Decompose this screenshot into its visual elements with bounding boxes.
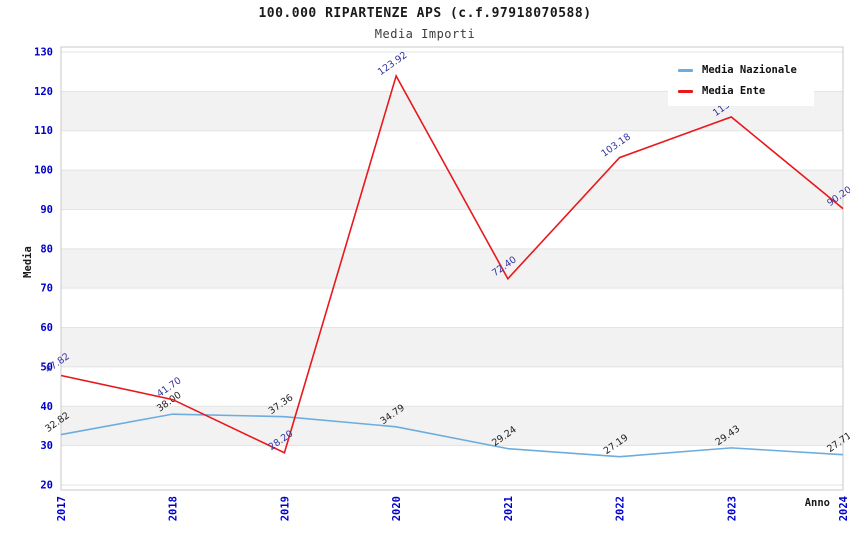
legend-label-media-nazionale: Media Nazionale (702, 64, 797, 76)
point-label: 123.92 (376, 50, 410, 78)
y-tick-label: 30 (40, 440, 53, 452)
chart-title: 100.000 RIPARTENZE APS (c.f.97918070588) (258, 6, 592, 21)
y-tick-label: 70 (40, 283, 53, 295)
y-tick-label: 120 (34, 86, 53, 98)
x-tick-label: 2024 (838, 496, 850, 521)
y-tick-label: 60 (40, 322, 53, 334)
y-axis-title: Media (22, 246, 34, 278)
x-tick-label: 2019 (279, 496, 291, 521)
y-tick-label: 90 (40, 204, 53, 216)
x-tick-label: 2023 (726, 496, 738, 521)
x-tick-label: 2022 (615, 496, 627, 521)
plot-band (61, 248, 843, 289)
y-tick-label: 20 (40, 480, 53, 492)
y-tick-label: 50 (40, 361, 53, 373)
x-tick-label: 2018 (168, 496, 180, 521)
legend-label-media-ente: Media Ente (702, 85, 766, 97)
x-tick-label: 2021 (503, 496, 515, 521)
plot-band (61, 406, 843, 446)
legend-item-media-ente: Media Ente (678, 85, 808, 97)
y-tick-label: 130 (34, 47, 53, 59)
legend-item-media-nazionale: Media Nazionale (678, 64, 808, 76)
y-tick-label: 80 (40, 243, 53, 255)
x-tick-label: 2020 (391, 496, 403, 521)
y-tick-label: 110 (34, 125, 53, 137)
media-nazionale-line-swatch (678, 68, 693, 72)
chart-subtitle: Media Importi (374, 27, 476, 41)
series-line-1 (60, 73, 844, 454)
y-tick-label: 100 (34, 165, 53, 177)
x-axis-title: Anno (804, 497, 830, 509)
x-tick-label: 2017 (56, 496, 68, 521)
media-ente-line-swatch (678, 89, 693, 93)
plot-band (61, 327, 843, 367)
series-line-0 (60, 413, 844, 458)
legend: Media Nazionale Media Ente (668, 56, 814, 106)
plot-border (60, 46, 844, 491)
y-tick-label: 40 (40, 401, 53, 413)
